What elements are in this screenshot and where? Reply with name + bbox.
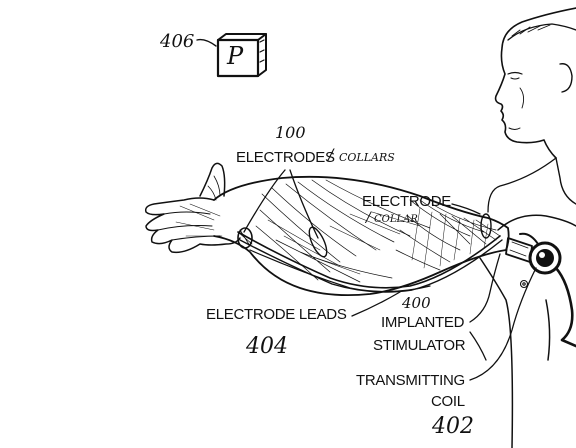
collar-slash: /	[366, 211, 371, 225]
electrodes-leader-2	[290, 170, 318, 238]
hand-figure	[146, 163, 252, 252]
coil-label: COIL	[431, 394, 465, 409]
device-ref-numeral: 406	[160, 33, 194, 51]
transmitting-coil-device	[506, 234, 576, 346]
electrodes-ref-numeral: 100	[275, 125, 306, 141]
stimulator-lead-vertical	[470, 332, 486, 360]
stimulator-label: STIMULATOR	[373, 338, 465, 353]
electrode-leads-label: ELECTRODE LEADS	[206, 307, 347, 322]
stimulator-ref-numeral: 400	[402, 296, 431, 311]
collars-label: COLLARS	[339, 152, 395, 163]
electrodes-label: ELECTRODES	[236, 150, 335, 165]
transmitting-label: TRANSMITTING	[356, 373, 465, 388]
shoulder-figure	[480, 215, 576, 448]
pocket-buttons	[521, 281, 528, 288]
device-letter: P	[227, 44, 243, 68]
electrode-label: ELECTRODE	[362, 194, 451, 209]
device-ref-leader	[197, 40, 216, 46]
coil-leader	[470, 268, 536, 380]
stimulator-leader	[470, 254, 500, 322]
collar-label: COLLAR	[374, 215, 418, 225]
electrodes-leader-1	[244, 170, 285, 232]
leads-ref-numeral: 404	[246, 336, 288, 358]
coil-ref-numeral: 402	[432, 416, 474, 438]
implanted-label: IMPLANTED	[381, 315, 464, 330]
head-figure	[496, 8, 576, 204]
electrodes-slash: /	[328, 147, 333, 163]
collar-line	[488, 158, 556, 212]
